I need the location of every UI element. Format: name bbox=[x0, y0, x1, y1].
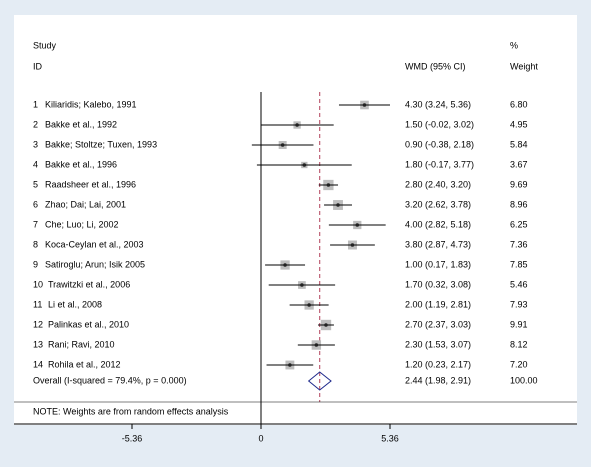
x-tick-label: 5.36 bbox=[381, 433, 399, 443]
study-name: Trawitzki et al., 2006 bbox=[48, 279, 130, 289]
study-id: 13 bbox=[33, 339, 43, 349]
header-id: ID bbox=[33, 61, 43, 71]
note: NOTE: Weights are from random effects an… bbox=[33, 406, 229, 416]
header-effect: WMD (95% CI) bbox=[405, 61, 466, 71]
study-name: Bakke; Stoltze; Tuxen, 1993 bbox=[45, 139, 157, 149]
header-study: Study bbox=[33, 40, 57, 50]
weight-label: 9.91 bbox=[510, 319, 528, 329]
point-estimate bbox=[283, 263, 287, 267]
study-id: 12 bbox=[33, 319, 43, 329]
weight-label: 6.25 bbox=[510, 219, 528, 229]
study-name: Rohila et al., 2012 bbox=[48, 359, 121, 369]
point-estimate bbox=[355, 223, 360, 227]
x-tick-label: 0 bbox=[258, 433, 263, 443]
ci-label: 2.30 (1.53, 3.07) bbox=[405, 339, 471, 349]
x-tick-label: -5.36 bbox=[122, 433, 143, 443]
study-id: 6 bbox=[33, 199, 38, 209]
point-estimate bbox=[280, 143, 285, 147]
point-estimate bbox=[295, 123, 299, 127]
study-name: Kiliaridis; Kalebo, 1991 bbox=[45, 99, 137, 109]
ci-label: 4.00 (2.82, 5.18) bbox=[405, 219, 471, 229]
study-id: 1 bbox=[33, 99, 38, 109]
point-estimate bbox=[307, 303, 311, 307]
study-name: Satiroglu; Arun; Isik 2005 bbox=[45, 259, 145, 269]
weight-label: 4.95 bbox=[510, 119, 528, 129]
weight-label: 8.96 bbox=[510, 199, 528, 209]
point-estimate bbox=[314, 343, 319, 347]
header-pct: % bbox=[510, 40, 518, 50]
study-name: Bakke et al., 1992 bbox=[45, 119, 117, 129]
weight-label: 5.46 bbox=[510, 279, 528, 289]
header-weight: Weight bbox=[510, 61, 538, 71]
study-id: 10 bbox=[33, 279, 43, 289]
study-id: 7 bbox=[33, 219, 38, 229]
ci-label: 1.00 (0.17, 1.83) bbox=[405, 259, 471, 269]
weight-label: 7.93 bbox=[510, 299, 528, 309]
study-name: Bakke et al., 1996 bbox=[45, 159, 117, 169]
study-name: Che; Luo; Li, 2002 bbox=[45, 219, 119, 229]
point-estimate bbox=[336, 203, 340, 207]
ci-label: 2.00 (1.19, 2.81) bbox=[405, 299, 471, 309]
ci-label: 4.30 (3.24, 5.36) bbox=[405, 99, 471, 109]
study-id: 3 bbox=[33, 139, 38, 149]
point-estimate bbox=[350, 243, 355, 247]
ci-label: 2.80 (2.40, 3.20) bbox=[405, 179, 471, 189]
weight-label: 9.69 bbox=[510, 179, 528, 189]
ci-label: 1.70 (0.32, 3.08) bbox=[405, 279, 471, 289]
ci-label: 3.80 (2.87, 4.73) bbox=[405, 239, 471, 249]
overall-diamond bbox=[307, 371, 332, 391]
overall-name: Overall (I-squared = 79.4%, p = 0.000) bbox=[33, 375, 187, 385]
ci-label: 2.70 (2.37, 3.03) bbox=[405, 319, 471, 329]
study-id: 5 bbox=[33, 179, 38, 189]
study-id: 9 bbox=[33, 259, 38, 269]
point-estimate bbox=[300, 283, 304, 287]
study-name: Rani; Ravi, 2010 bbox=[48, 339, 115, 349]
study-name: Koca-Ceylan et al., 2003 bbox=[45, 239, 144, 249]
overall-ci-label: 2.44 (1.98, 2.91) bbox=[405, 375, 471, 385]
weight-label: 3.67 bbox=[510, 159, 528, 169]
ci-label: 1.50 (-0.02, 3.02) bbox=[405, 119, 474, 129]
weight-label: 6.80 bbox=[510, 99, 528, 109]
ci-label: 1.20 (0.23, 2.17) bbox=[405, 359, 471, 369]
weight-label: 7.85 bbox=[510, 259, 528, 269]
point-estimate bbox=[288, 363, 292, 367]
point-estimate bbox=[302, 163, 307, 167]
ci-label: 1.80 (-0.17, 3.77) bbox=[405, 159, 474, 169]
study-id: 14 bbox=[33, 359, 43, 369]
study-name: Raadsheer et al., 1996 bbox=[45, 179, 136, 189]
study-id: 11 bbox=[33, 299, 42, 309]
point-estimate bbox=[326, 183, 331, 187]
weight-label: 8.12 bbox=[510, 339, 528, 349]
point-estimate bbox=[324, 323, 328, 327]
ci-label: 3.20 (2.62, 3.78) bbox=[405, 199, 471, 209]
study-name: Zhao; Dai; Lai, 2001 bbox=[45, 199, 126, 209]
point-estimate bbox=[362, 103, 367, 107]
plot-panel bbox=[14, 15, 577, 425]
study-name: Palinkas et al., 2010 bbox=[48, 319, 129, 329]
study-name: Li et al., 2008 bbox=[48, 299, 102, 309]
study-id: 2 bbox=[33, 119, 38, 129]
weight-label: 5.84 bbox=[510, 139, 528, 149]
study-id: 8 bbox=[33, 239, 38, 249]
weight-label: 7.20 bbox=[510, 359, 528, 369]
ci-label: 0.90 (-0.38, 2.18) bbox=[405, 139, 474, 149]
study-id: 4 bbox=[33, 159, 38, 169]
overall-weight: 100.00 bbox=[510, 375, 538, 385]
weight-label: 7.36 bbox=[510, 239, 528, 249]
